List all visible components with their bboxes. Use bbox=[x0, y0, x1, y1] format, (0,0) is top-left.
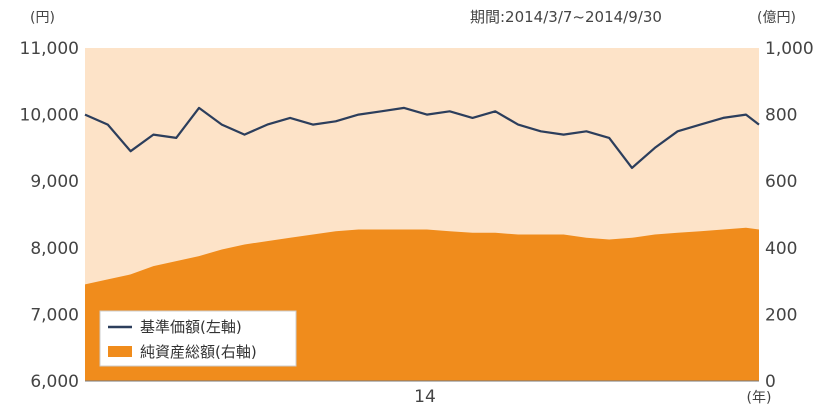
left-tick-label: 7,000 bbox=[30, 305, 79, 325]
left-axis-ticks: 6,000 7,000 8,000 9,000 10,000 11,000 bbox=[20, 39, 79, 392]
x-axis-unit: (年) bbox=[747, 390, 772, 406]
right-tick-label: 0 bbox=[765, 372, 776, 392]
legend-nav-label: 基準価額(左軸) bbox=[140, 318, 242, 336]
left-tick-label: 9,000 bbox=[30, 172, 79, 192]
right-axis-unit: (億円) bbox=[757, 10, 796, 26]
right-tick-label: 400 bbox=[765, 239, 797, 259]
right-axis-ticks: 0 200 400 600 800 1,000 bbox=[765, 39, 814, 392]
legend: 基準価額(左軸) 純資産総額(右軸) bbox=[99, 310, 297, 367]
left-tick-label: 6,000 bbox=[30, 372, 79, 392]
legend-assets-swatch bbox=[108, 346, 132, 357]
x-tick-label: 14 bbox=[414, 387, 436, 407]
nav-line bbox=[84, 106, 760, 169]
right-tick-label: 800 bbox=[765, 106, 797, 126]
left-tick-label: 8,000 bbox=[30, 239, 79, 259]
left-tick-label: 10,000 bbox=[20, 106, 79, 126]
right-tick-label: 600 bbox=[765, 172, 797, 192]
legend-background bbox=[99, 310, 297, 367]
left-axis-unit: (円) bbox=[30, 10, 55, 26]
period-label: 期間:2014/3/7~2014/9/30 bbox=[470, 8, 662, 26]
left-tick-label: 11,000 bbox=[20, 39, 79, 59]
legend-assets-label: 純資産総額(右軸) bbox=[140, 343, 257, 361]
right-tick-label: 200 bbox=[765, 305, 797, 325]
right-tick-label: 1,000 bbox=[765, 39, 814, 59]
